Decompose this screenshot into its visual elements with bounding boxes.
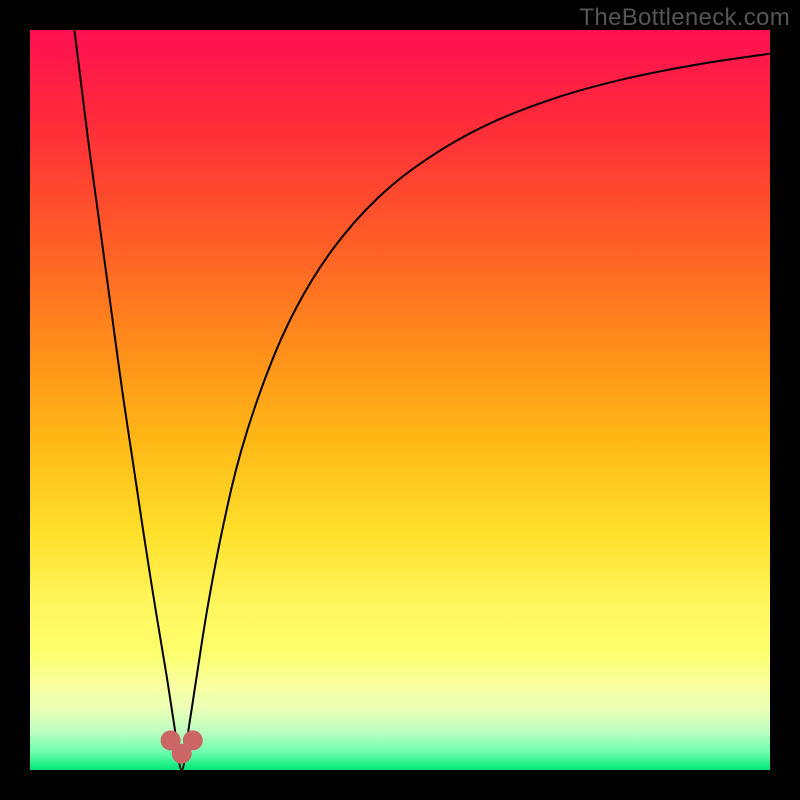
chart-container: TheBottleneck.com — [0, 0, 800, 800]
bottleneck-chart — [0, 0, 800, 800]
plot-background — [30, 30, 770, 770]
watermark-text: TheBottleneck.com — [579, 4, 790, 32]
